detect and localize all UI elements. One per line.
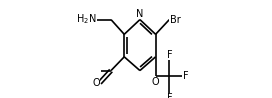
- Text: Br: Br: [170, 15, 181, 25]
- Text: N: N: [136, 9, 144, 19]
- Text: F: F: [166, 93, 172, 98]
- Text: H$_2$N: H$_2$N: [76, 13, 97, 26]
- Text: F: F: [166, 50, 172, 60]
- Text: F: F: [183, 71, 188, 81]
- Text: O: O: [92, 78, 100, 88]
- Text: O: O: [152, 77, 159, 87]
